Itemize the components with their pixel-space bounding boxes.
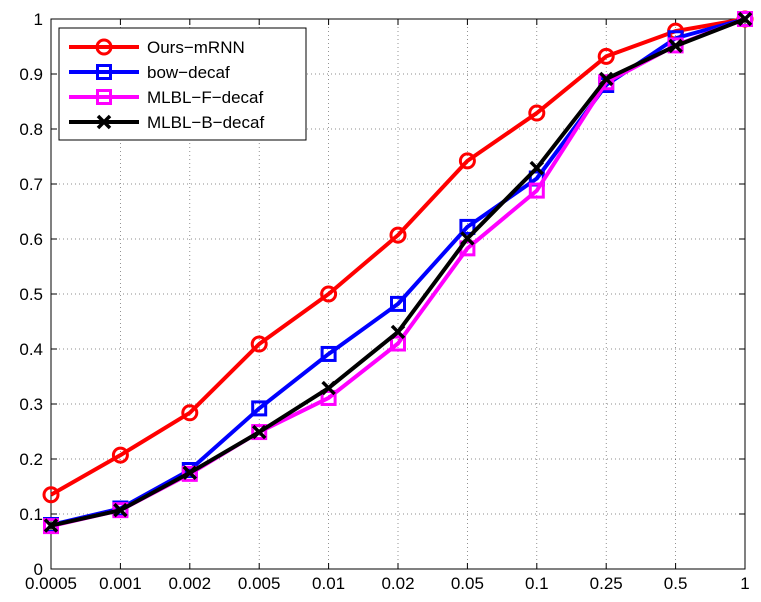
x-tick-label: 0.5 <box>664 574 688 593</box>
data-point <box>181 465 198 482</box>
data-point <box>597 47 615 65</box>
data-point <box>598 71 614 87</box>
x-tick-label: 0.0005 <box>25 574 77 593</box>
x-marker-stroke <box>43 518 59 533</box>
legend-marker <box>96 89 112 105</box>
legend-item: MLBL−B−decaf <box>69 113 264 132</box>
x-marker-stroke <box>460 231 475 246</box>
legend-label: MLBL−B−decaf <box>147 113 264 132</box>
x-tick-label: 0.02 <box>381 574 414 593</box>
x-marker-stroke <box>737 11 753 27</box>
y-tick-label: 0.1 <box>19 505 43 524</box>
data-point <box>528 104 546 122</box>
x-tick-label: 0.001 <box>99 574 142 593</box>
legend-label: Ours−mRNN <box>147 38 245 57</box>
data-point <box>737 11 753 27</box>
data-point <box>458 152 476 170</box>
legend-marker <box>96 114 112 130</box>
y-tick-label: 0.2 <box>19 450 43 469</box>
y-tick-label: 0.8 <box>19 120 43 139</box>
x-tick-label: 0.01 <box>312 574 345 593</box>
y-tick-label: 0.4 <box>19 340 43 359</box>
data-point <box>182 465 198 480</box>
x-tick-label: 0.05 <box>451 574 484 593</box>
legend-label: MLBL−F−decaf <box>147 88 264 107</box>
y-tick-label: 0.7 <box>19 175 43 194</box>
data-point <box>320 285 338 303</box>
series-line <box>50 17 746 497</box>
data-point <box>737 11 753 27</box>
y-tick-label: 0.9 <box>19 65 43 84</box>
x-tick-label: 0.005 <box>238 574 281 593</box>
data-point <box>460 231 475 246</box>
series-4 <box>43 11 753 533</box>
x-marker-stroke <box>96 114 112 130</box>
x-tick-label: 0.002 <box>169 574 212 593</box>
legend-marker <box>96 64 112 80</box>
y-tick-label: 0.6 <box>19 230 43 249</box>
x-marker-stroke <box>321 380 336 396</box>
x-marker-stroke <box>182 465 198 480</box>
x-marker-stroke <box>113 502 128 518</box>
y-tick-label: 0.3 <box>19 395 43 414</box>
data-point <box>390 295 406 312</box>
y-tick-label: 0 <box>34 560 43 579</box>
data-point <box>389 226 407 244</box>
legend-item: bow−decaf <box>69 63 230 82</box>
data-point <box>251 424 268 441</box>
data-point <box>251 400 268 417</box>
legend-marker <box>95 38 113 56</box>
data-point <box>113 502 128 518</box>
data-point <box>250 335 268 353</box>
x-marker-stroke <box>598 71 614 87</box>
data-point <box>529 160 545 176</box>
x-tick-label: 0.25 <box>590 574 623 593</box>
x-marker-stroke <box>668 38 683 54</box>
series-1 <box>42 10 754 504</box>
x-marker-stroke <box>390 324 406 340</box>
data-point <box>111 446 129 464</box>
legend: Ours−mRNN bow−decaf MLBL−F−decaf MLBL−B−dec… <box>58 27 307 141</box>
y-tick-label: 1 <box>34 10 43 29</box>
data-point <box>320 389 337 406</box>
data-point <box>528 182 545 199</box>
data-point <box>321 380 336 396</box>
legend-item: MLBL−F−decaf <box>69 88 264 107</box>
x-marker-stroke <box>529 160 545 176</box>
x-tick-labels: 0.0005 0.001 0.002 0.005 0.01 0.02 0.05 0.1 0.25… <box>25 574 750 593</box>
y-tick-label: 0.5 <box>19 285 43 304</box>
x-tick-label: 0.1 <box>525 574 549 593</box>
data-point <box>181 404 199 422</box>
data-point <box>598 74 615 91</box>
series-layer <box>42 10 754 535</box>
data-point <box>320 345 337 362</box>
data-point <box>43 518 59 533</box>
legend-label: bow−decaf <box>147 63 230 82</box>
y-tick-labels: 0 0.1 0.2 0.3 0.4 0.5 0.6 0.7 0.8 0.9 1 <box>19 10 43 579</box>
data-point <box>390 324 406 340</box>
data-point <box>459 218 476 235</box>
data-point <box>390 335 406 352</box>
data-point <box>251 424 267 440</box>
legend-item: Ours−mRNN <box>69 38 245 57</box>
data-point <box>42 486 60 504</box>
data-point <box>668 38 683 54</box>
axes <box>50 18 746 570</box>
x-tick-label: 1 <box>740 574 749 593</box>
x-marker-stroke <box>251 424 267 440</box>
